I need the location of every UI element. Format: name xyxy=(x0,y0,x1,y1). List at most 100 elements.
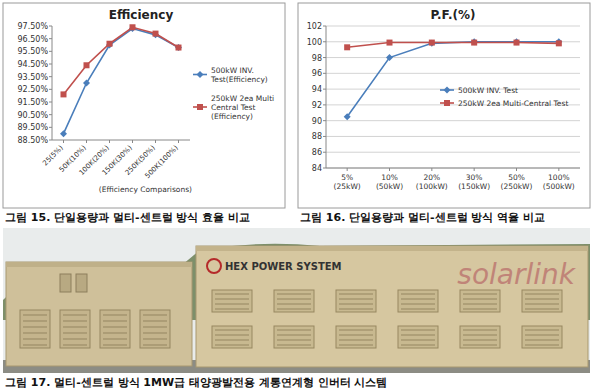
marker xyxy=(344,44,350,50)
vent-slat xyxy=(23,315,47,316)
figure-caption: 그림 17. 멀티-센트럴 방식 1MW급 태양광발전용 계통연계형 인버터 시… xyxy=(5,376,387,389)
vent-slat xyxy=(103,327,127,328)
vent-slat xyxy=(277,335,311,336)
legend-marker xyxy=(197,71,204,78)
y-tick xyxy=(323,136,326,137)
y-tick-label: 93.50% xyxy=(17,73,48,82)
vent xyxy=(522,326,562,348)
vent-slat xyxy=(525,340,559,341)
y-axis xyxy=(326,26,327,168)
x-axis xyxy=(326,168,580,169)
label-line: 250kW 2ea Multi-Central Test xyxy=(458,99,568,108)
x-tick xyxy=(109,140,110,143)
chart-title: Efficiency xyxy=(109,8,174,22)
x-tick-label: 30%(150kW) xyxy=(458,173,490,191)
figure-caption: 그림 16. 단일용량과 멀티-센트럴 방식 역율 비교 xyxy=(300,211,545,224)
vent-slat xyxy=(277,340,311,341)
logo-text: HEX POWER SYSTEM xyxy=(225,261,342,272)
vent-slat xyxy=(63,339,87,340)
vent-slat xyxy=(339,345,373,346)
vent-slat xyxy=(143,321,167,322)
vent-slat xyxy=(143,339,167,340)
vent-slat xyxy=(215,345,249,346)
legend-marker xyxy=(197,104,203,110)
y-tick xyxy=(323,26,326,27)
vent xyxy=(274,326,314,348)
vent-slat xyxy=(23,339,47,340)
vent-slat xyxy=(215,304,249,305)
background xyxy=(0,0,593,391)
container-roof xyxy=(196,246,588,251)
marker xyxy=(428,40,435,47)
vent-slat xyxy=(277,309,311,310)
x-tick-label: 500K(100%) xyxy=(144,144,181,181)
x-tick xyxy=(155,140,156,143)
marker xyxy=(107,41,113,47)
vent-slat xyxy=(339,299,373,300)
vent-slat xyxy=(525,335,559,336)
legend-label: 250kW 2ea Multi-Central Test xyxy=(458,99,568,108)
y-tick xyxy=(49,140,52,141)
y-tick-label: 91.50% xyxy=(17,98,48,107)
label-line: (Efficiency) xyxy=(211,112,253,121)
grid-line xyxy=(326,26,580,27)
x-tick xyxy=(474,168,475,171)
x-tick-label: 50%(250kW) xyxy=(501,173,533,191)
y-tick-label: 89.50% xyxy=(17,123,48,132)
vent-slat xyxy=(463,345,497,346)
vent-slat xyxy=(401,299,435,300)
label-line: Central Test xyxy=(211,103,256,112)
x-tick xyxy=(516,168,517,171)
marker xyxy=(386,54,393,61)
label-line: (150kW) xyxy=(458,182,490,191)
vent-slat xyxy=(401,340,435,341)
vent-slat xyxy=(525,309,559,310)
y-tick xyxy=(323,57,326,58)
x-tick-label: 100%(500kW) xyxy=(543,173,575,191)
vent-slat xyxy=(339,335,373,336)
vent-slat xyxy=(277,299,311,300)
brand-text: solarlink xyxy=(457,258,576,291)
y-tick xyxy=(49,26,52,27)
grid-line xyxy=(326,136,580,137)
marker xyxy=(84,62,90,68)
legend: 500kW INV.Test(Efficiency)250kW 2ea Mult… xyxy=(193,66,274,121)
x-tick xyxy=(431,168,432,171)
marker xyxy=(106,42,113,49)
marker xyxy=(471,38,478,45)
marker xyxy=(60,130,67,137)
y-tick-label: 84 xyxy=(312,164,322,173)
x-tick-label: 5%(25kW) xyxy=(334,173,361,191)
grid-line xyxy=(326,120,580,121)
vent-slat xyxy=(215,309,249,310)
y-tick-label: 102 xyxy=(307,22,322,31)
series-line xyxy=(347,43,559,48)
y-tick-label: 94.50% xyxy=(17,60,48,69)
marker xyxy=(513,38,520,45)
vent-slat xyxy=(463,340,497,341)
vent-slat xyxy=(277,304,311,305)
photo: HEX POWER SYSTEM solarlink xyxy=(3,228,590,373)
label-line: 500kW INV. Test xyxy=(458,86,518,95)
y-tick-label: 86 xyxy=(312,148,322,157)
vent-slat xyxy=(103,315,127,316)
y-tick-label: 98 xyxy=(312,54,322,63)
plot-area xyxy=(60,24,182,137)
vent-slat xyxy=(103,339,127,340)
vent-slat xyxy=(525,330,559,331)
label-line: Test(Efficiency) xyxy=(210,75,268,84)
y-tick-label: 88 xyxy=(312,132,322,141)
figure-caption: 그림 15. 단일용량과 멀티-센트럴 방식 효율 비교 xyxy=(5,211,250,224)
x-tick xyxy=(178,140,179,143)
grid-line xyxy=(326,168,580,169)
marker xyxy=(429,40,435,46)
vent-slat xyxy=(401,335,435,336)
label-line: (250kW) xyxy=(501,182,533,191)
label-line: 30% xyxy=(466,173,483,182)
legend-marker xyxy=(444,87,451,94)
vent-slat xyxy=(463,304,497,305)
legend-label: 250kW 2ea MultiCentral Test(Efficiency) xyxy=(211,94,274,121)
vent xyxy=(212,326,252,348)
label-line: (25kW) xyxy=(334,182,361,191)
vent-slat xyxy=(525,345,559,346)
